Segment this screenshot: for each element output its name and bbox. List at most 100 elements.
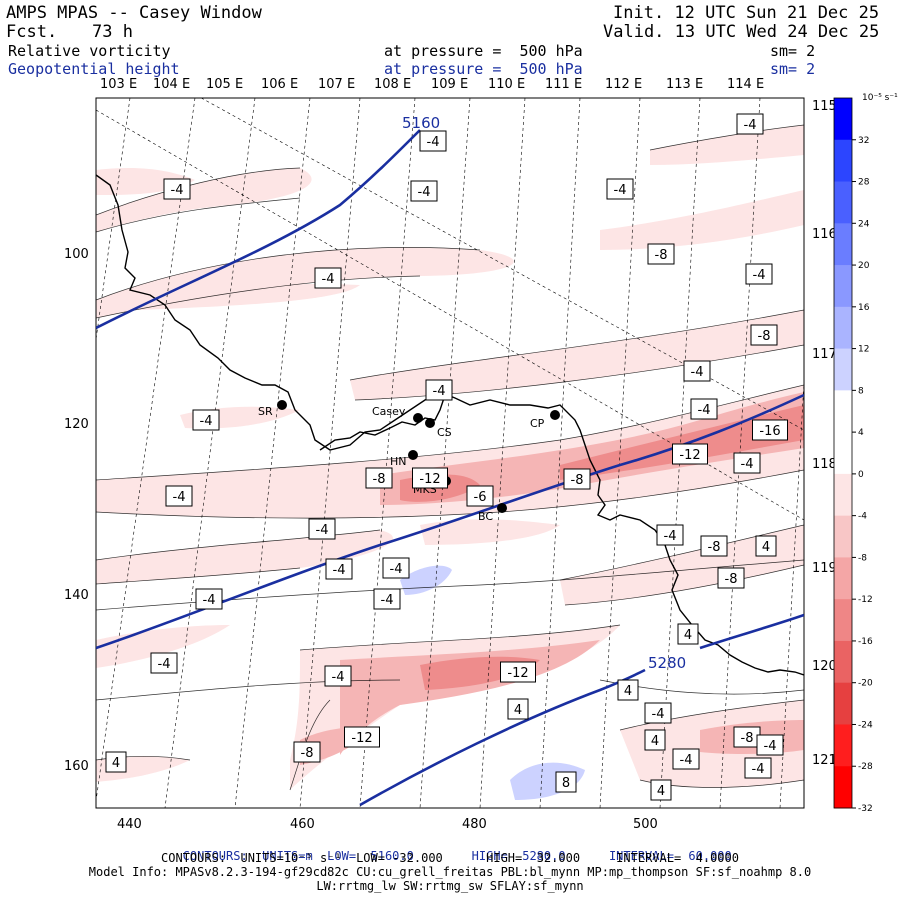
vorticity-label: 4 (105, 751, 127, 773)
top-tick: 103 E (100, 77, 137, 92)
footer-vorticity: CONTOURS: UNITS=10⁻⁵ s⁻¹ LOW= -32.000 HI… (161, 851, 739, 865)
vorticity-label: -4 (410, 180, 438, 202)
bottom-tick: 480 (462, 817, 487, 832)
svg-text:-4: -4 (427, 135, 440, 150)
colorbar-label: -8 (858, 553, 867, 563)
top-tick: 104 E (153, 77, 190, 92)
vorticity-label: -4 (672, 748, 700, 770)
svg-text:CS: CS (437, 426, 452, 439)
svg-text:4: 4 (651, 734, 659, 749)
station-casey: Casey (372, 405, 423, 423)
svg-text:-4: -4 (664, 529, 677, 544)
top-tick: 105 E (206, 77, 243, 92)
colorbar-swatch (834, 682, 852, 725)
vorticity-label: -6 (466, 485, 494, 507)
svg-text:-4: -4 (652, 707, 665, 722)
svg-text:-8: -8 (655, 248, 668, 263)
vorticity-label: -8 (563, 468, 591, 490)
coastline (96, 174, 804, 676)
pressure-geopotential: at pressure = 500 hPa (384, 60, 583, 78)
vorticity-label: -12 (672, 443, 708, 465)
svg-text:-8: -8 (741, 731, 754, 746)
footer-height-high: HIGH= 5280.0 (471, 849, 566, 863)
vorticity-label: -4 (324, 665, 352, 687)
colorbar-label: 24 (858, 219, 870, 229)
svg-text:CP: CP (530, 417, 545, 430)
colorbar-label: 12 (858, 345, 869, 355)
colorbar-label: -12 (858, 595, 873, 605)
model-title: AMPS MPAS -- Casey Window (6, 3, 262, 23)
svg-text:-8: -8 (725, 572, 738, 587)
station-cs: CS (425, 418, 452, 439)
left-tick: 100 (64, 247, 89, 262)
vorticity-label: -4 (373, 588, 401, 610)
svg-text:-6: -6 (474, 490, 487, 505)
colorbar-swatch (834, 181, 852, 224)
vorticity-label: 4 (677, 623, 699, 645)
svg-text:-4: -4 (171, 183, 184, 198)
colorbar-label: -16 (858, 637, 873, 647)
svg-text:-4: -4 (614, 183, 627, 198)
vorticity-label: -16 (752, 419, 788, 441)
svg-text:-4: -4 (200, 414, 213, 429)
vorticity-label: 4 (650, 779, 672, 801)
height-contours (96, 129, 804, 807)
vorticity-label: -4 (314, 267, 342, 289)
svg-text:-12: -12 (351, 731, 372, 746)
svg-text:-4: -4 (173, 490, 186, 505)
colorbar-label: 16 (858, 303, 870, 313)
top-tick: 112 E (605, 77, 642, 92)
footer-model-info: Model Info: MPASv8.2.3-194-gf29cd82c CU:… (88, 865, 812, 879)
svg-text:HN: HN (390, 455, 407, 468)
colorbar-swatch (834, 265, 852, 308)
plot-frame (95, 97, 805, 809)
svg-text:4: 4 (112, 756, 120, 771)
top-tick: 111 E (545, 77, 582, 92)
top-tick: 113 E (666, 77, 703, 92)
svg-text:-4: -4 (322, 272, 335, 287)
svg-text:-12: -12 (507, 666, 528, 681)
vorticity-label: -4 (756, 734, 784, 756)
left-axis: 100 120 140 160 (64, 247, 89, 774)
vorticity-label: -4 (733, 452, 761, 474)
vorticity-label: 4 (617, 679, 639, 701)
vorticity-label: -8 (717, 567, 745, 589)
station-hn: HN (390, 450, 418, 468)
vorticity-label: -4 (165, 485, 193, 507)
vorticity-label: -8 (700, 535, 728, 557)
colorbar-label: -24 (858, 720, 873, 730)
svg-text:SR: SR (258, 405, 273, 418)
colorbar-swatch (834, 98, 852, 141)
svg-text:-12: -12 (679, 448, 700, 463)
station-cp: CP (530, 410, 560, 430)
colorbar-swatch (834, 348, 852, 391)
svg-text:-4: -4 (333, 563, 346, 578)
svg-text:-8: -8 (373, 472, 386, 487)
top-tick: 114 E (727, 77, 764, 92)
left-tick: 140 (64, 588, 89, 603)
colorbar-swatch (834, 724, 852, 767)
vorticity-label: -4 (150, 652, 178, 674)
svg-text:-4: -4 (203, 593, 216, 608)
vorticity-label: -4 (656, 524, 684, 546)
colorbar-swatch (834, 223, 852, 266)
vorticity-label: -4 (163, 178, 191, 200)
footer-line1: CONTOURS: UNITS=m LOW= 5160.0 HIGH= 5280… (0, 838, 900, 862)
vorticity-label: -12 (344, 726, 380, 748)
top-tick: 107 E (318, 77, 355, 92)
vorticity-label: -4 (644, 702, 672, 724)
svg-text:-4: -4 (698, 403, 711, 418)
left-tick: 120 (64, 417, 89, 432)
vorticity-label: -4 (690, 398, 718, 420)
init-time: Init. 12 UTC Sun 21 Dec 25 (613, 3, 880, 23)
colorbar-swatch (834, 306, 852, 350)
svg-text:-4: -4 (691, 365, 704, 380)
field-geopotential: Geopotential height (8, 60, 180, 78)
colorbar-swatch (834, 139, 852, 183)
colorbar-swatch (834, 432, 852, 475)
svg-text:-4: -4 (744, 118, 757, 133)
vorticity-label: 8 (555, 771, 577, 793)
bottom-tick: 500 (633, 817, 658, 832)
vorticity-label: -4 (308, 518, 336, 540)
